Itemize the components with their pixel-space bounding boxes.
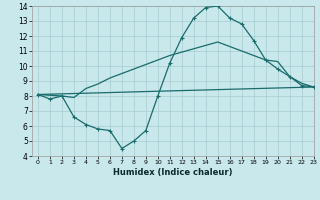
X-axis label: Humidex (Indice chaleur): Humidex (Indice chaleur) [113,168,233,177]
